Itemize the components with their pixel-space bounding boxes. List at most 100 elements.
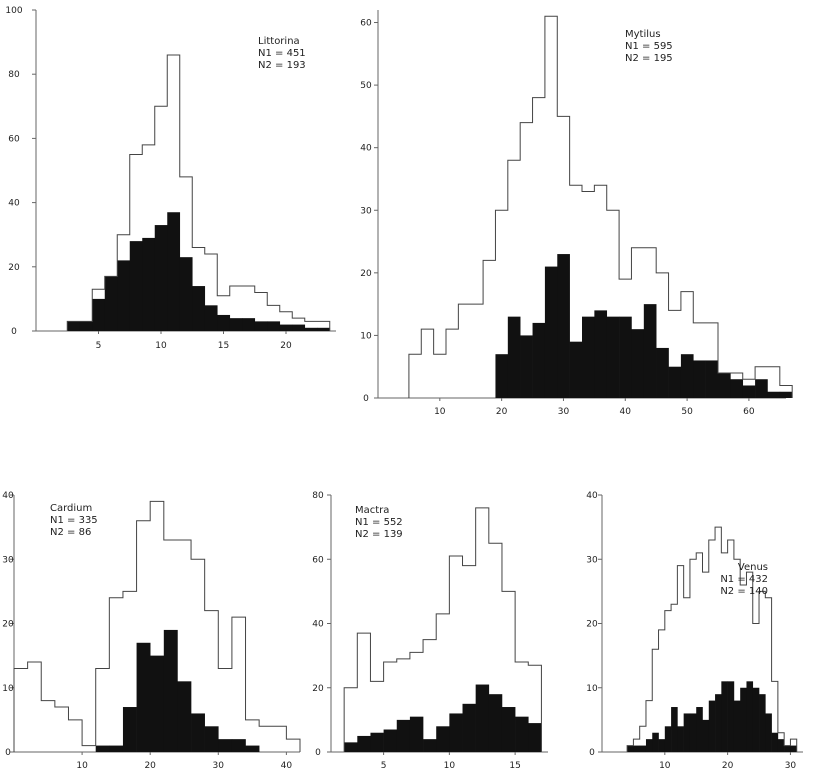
dark-bar [357,735,371,752]
dark-bar [705,360,719,398]
dark-bar [122,707,137,752]
dark-bar [569,341,583,398]
dark-bar [317,327,331,331]
dark-bar [267,321,281,331]
dark-bar [462,703,476,752]
dark-bar [721,681,728,752]
sample-size-label: N2 = 195 [625,53,673,64]
x-tick-label: 40 [620,407,632,417]
y-tick-label: 60 [8,134,20,144]
dark-bar [67,321,81,331]
dark-bar [767,391,781,398]
outline-histogram [13,500,301,752]
outline-histogram [343,507,542,752]
sample-size-label: N2 = 193 [258,60,306,71]
dark-bar [658,739,666,752]
dark-bar [383,729,398,752]
dark-bar [582,316,595,398]
dark-bar [79,321,93,331]
dark-bar [449,713,463,752]
y-tick-label: 40 [360,144,372,154]
y-tick-label: 20 [8,263,20,273]
dark-bar [733,700,741,752]
dark-bar [92,298,106,331]
dark-bar [544,266,558,398]
dark-bar [619,316,632,398]
species-label: Mytilus [625,29,661,40]
dark-bar [730,379,744,398]
dark-bar [254,321,268,331]
x-tick-label: 5 [381,761,387,771]
x-tick-label: 10 [76,761,88,771]
sample-size-label: N1 = 432 [720,574,768,585]
dark-bar [231,739,246,752]
dark-bar [191,713,205,752]
dark-bar [218,739,233,752]
y-tick-label: 40 [586,491,598,501]
y-tick-label: 40 [312,620,324,630]
sample-size-label: N2 = 86 [50,527,91,538]
dark-bar [594,310,608,398]
dark-bar [528,723,542,752]
y-tick-label: 40 [8,199,20,209]
y-tick-label: 30 [2,555,14,565]
y-tick-label: 10 [360,331,372,341]
dark-bar [515,716,529,752]
y-tick-label: 10 [586,684,598,694]
dark-bar [109,745,124,752]
dark-bar [755,379,768,398]
species-label: Mactra [355,505,389,516]
dark-bar [501,707,516,752]
y-tick-label: 0 [363,394,369,404]
y-tick-label: 20 [586,620,598,630]
x-tick-label: 20 [496,407,508,417]
dark-bar [606,316,620,398]
dark-bar [752,687,760,752]
y-tick-label: 60 [312,555,324,565]
dark-bar [742,385,756,398]
dark-bar [396,719,411,752]
dark-bar [370,732,384,752]
y-tick-label: 80 [8,70,20,80]
y-tick-label: 0 [315,748,321,758]
dark-bar [423,739,437,752]
x-tick-label: 30 [213,761,225,771]
dark-bar [344,742,358,752]
dark-bar [779,391,793,398]
dark-bar [292,324,306,331]
dark-bar [633,745,640,752]
y-tick-label: 0 [589,748,595,758]
dark-bar [229,318,243,331]
y-tick-label: 20 [360,269,372,279]
y-tick-label: 0 [5,748,11,758]
y-tick-label: 0 [11,327,17,337]
x-tick-label: 30 [558,407,570,417]
dark-bar [488,694,503,752]
dark-bar [727,681,735,752]
x-tick-label: 15 [509,761,520,771]
dark-bar [790,745,798,752]
x-tick-label: 5 [96,341,102,351]
dark-bar [683,713,691,752]
dark-bar [643,304,657,398]
species-label: Venus [738,562,768,573]
dark-bar [627,745,634,752]
dark-bar [179,257,193,331]
dark-bar [702,719,710,752]
dark-bar [696,707,703,752]
dark-bar [631,329,645,398]
sample-size-label: N2 = 140 [720,586,768,597]
dark-bar [668,366,682,398]
y-tick-label: 30 [586,555,598,565]
dark-bar [759,694,766,752]
dark-bar [117,260,131,331]
y-tick-label: 80 [312,491,324,501]
dark-bar [204,305,218,331]
dark-bar [677,726,684,752]
dark-bar [177,681,192,752]
